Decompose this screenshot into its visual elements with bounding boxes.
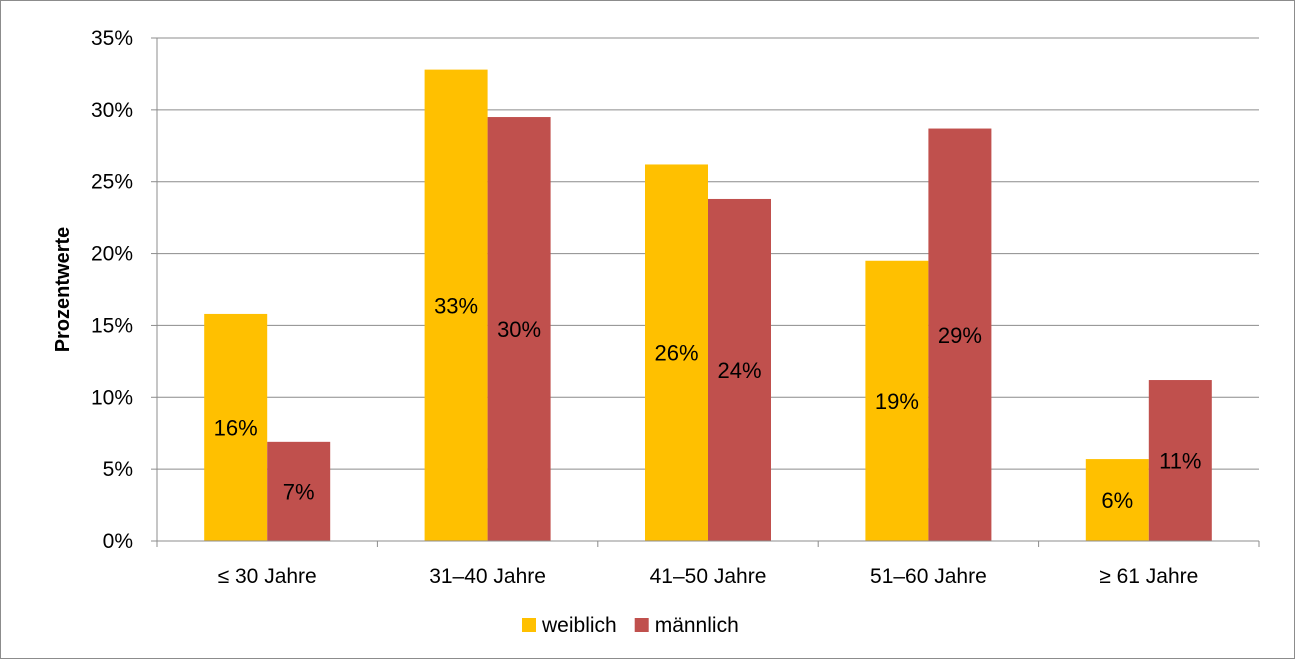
y-tick-label: 0% <box>103 530 133 553</box>
y-tick-label: 5% <box>103 458 133 481</box>
data-label: 30% <box>497 317 541 342</box>
data-label: 19% <box>875 389 919 414</box>
data-label: 29% <box>938 323 982 348</box>
data-label: 24% <box>717 358 761 383</box>
x-tick-label: ≤ 30 Jahre <box>218 565 317 588</box>
data-label: 16% <box>214 415 258 440</box>
legend-label: männlich <box>655 614 739 637</box>
bar-0-4 <box>1085 459 1149 541</box>
axes: 0% 5% 10% 15% 20% 25% 30% 35% Prozentwerte ≤ 30 J… <box>52 27 1260 588</box>
y-tick-label: 35% <box>91 27 133 50</box>
legend: weiblich männlich <box>522 614 739 637</box>
data-label: 6% <box>1101 488 1133 513</box>
x-tick-label: 41–50 Jahre <box>650 565 767 588</box>
bar-1-0 <box>267 441 331 541</box>
y-tick-label: 20% <box>91 243 133 266</box>
y-tick-label: 15% <box>91 314 133 337</box>
legend-label: weiblich <box>541 614 617 637</box>
data-label: 11% <box>1159 449 1201 474</box>
bar-1-3 <box>928 128 992 541</box>
y-tick-label: 25% <box>91 171 133 194</box>
y-tick-label: 10% <box>91 386 133 409</box>
legend-swatch <box>522 618 536 632</box>
bar-1-4 <box>1148 380 1212 541</box>
legend-swatch <box>634 618 649 632</box>
bar-0-3 <box>865 260 929 541</box>
bar-0-2 <box>645 164 708 541</box>
y-axis-title: Prozentwerte <box>52 227 74 353</box>
bar-1-2 <box>708 198 771 541</box>
bar-0-1 <box>424 69 488 542</box>
data-label: 26% <box>654 341 698 366</box>
y-tick-label: 30% <box>91 99 133 122</box>
data-label: 33% <box>434 293 478 318</box>
data-label: 7% <box>283 479 315 504</box>
bar-1-1 <box>487 117 551 542</box>
bars <box>204 69 1212 542</box>
x-tick-label: ≥ 61 Jahre <box>1099 565 1198 588</box>
x-tick-label: 31–40 Jahre <box>429 565 546 588</box>
bar-0-0 <box>204 313 268 541</box>
x-tick-label: 51–60 Jahre <box>870 565 987 588</box>
data-labels: 16% 7% 33% 30% 26% 24% 19% 29% 6% 11% <box>214 293 1202 513</box>
